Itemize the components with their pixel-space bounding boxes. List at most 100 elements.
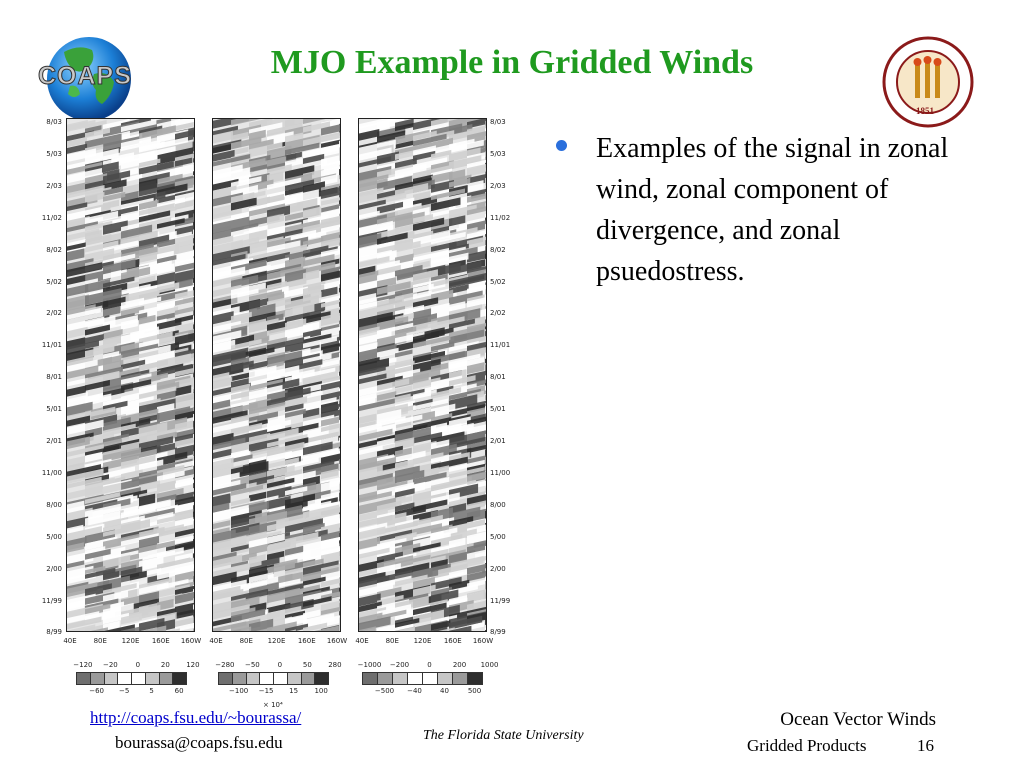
colorbar-bottom-label: −60 [89,687,105,695]
colorbar-swatch [103,672,119,685]
y-tick-label: 2/03 [490,181,506,190]
seal-year: 1851 [916,106,934,116]
pseudostress-panel [358,118,487,632]
colorbar-swatch [392,672,408,685]
y-tick-label: 11/99 [490,596,511,605]
colorbar-swatch [218,672,233,685]
colorbar-swatch [437,672,453,685]
colorbar-bottom-label: −100 [229,687,249,695]
y-tick-label: 5/03 [490,149,506,158]
x-tick-label: 120E [267,637,286,645]
colorbar-top-label: 120 [186,661,200,669]
x-tick-label: 160W [472,637,494,645]
colorbar-swatch [245,672,261,685]
y-tick-label: 2/01 [490,437,506,445]
zonal-wind-panel [66,118,195,632]
colorbar-swatch [362,672,378,685]
y-tick-label: 5/02 [490,277,506,286]
x-tick-label: 120E [121,637,140,645]
y-tick-label: 8/03 [46,118,62,126]
x-axis-2: 40E 80E 120E 160E 160W [209,637,347,647]
y-tick-label: 2/02 [490,309,506,318]
colorbar-swatch [172,672,187,685]
y-tick-label: 8/00 [46,500,62,509]
colorbar-bottom-label: −500 [374,687,395,695]
colorbar-bottom-label: −5 [118,687,130,695]
colorbar-bottom-label: 15 [289,687,299,695]
y-tick-label: 5/01 [490,405,506,414]
colorbar-swatch [231,672,247,685]
y-tick-label: 5/02 [46,277,62,286]
y-tick-label: 8/02 [490,245,506,254]
x-axis-1: 40E 80E 120E 160E 160W [63,637,201,647]
colorbar-top-label: 0 [135,661,141,669]
colorbar-top-label: 200 [452,661,467,669]
colorbar-swatch [377,672,393,685]
x-axis-3: 40E 80E 120E 160E 160W [355,637,493,647]
colorbar-top-label: −1000 [357,661,382,669]
y-tick-label: 2/01 [46,437,62,445]
colorbar-swatch [422,672,438,685]
x-tick-label: 120E [413,637,432,645]
x-tick-label: 160E [297,637,316,645]
colorbar-swatch [407,672,423,685]
colorbar-top-label: 0 [427,661,432,669]
y-tick-label: 2/03 [46,181,62,190]
zonal-wind-plot [67,119,194,631]
colorbar-swatch [117,672,132,685]
coaps-logo-text: COAPS [38,62,132,91]
y-tick-label: 11/02 [490,213,511,222]
y-tick-label: 8/00 [490,500,506,509]
colorbar-swatch [131,672,146,685]
colorbar-swatch [467,672,483,685]
colorbar-top-label: −200 [389,661,410,669]
colorbar-bottom-label: 500 [467,687,482,695]
footer-university: The Florida State University [423,728,584,743]
colorbar-bottom-label: 5 [149,687,154,695]
x-tick-label: 80E [93,637,107,645]
colorbar-top-label: 1000 [480,661,499,669]
footer-email: bourassa@coaps.fsu.edu [115,733,283,752]
footer-course-title: Ocean Vector Winds [780,709,936,730]
slide-title: MJO Example in Gridded Winds [270,44,754,81]
colorbar-bottom-label: 60 [174,687,184,695]
y-tick-label: 11/02 [41,213,62,222]
colorbar-swatch [286,672,302,685]
y-tick-label: 2/02 [46,309,62,318]
y-tick-label: 8/01 [46,373,62,382]
y-tick-label: 8/99 [490,628,506,637]
bullet-text: Examples of the signal in zonal wind, zo… [596,133,949,287]
footer-link[interactable]: http://coaps.fsu.edu/~bourassa/ [90,708,302,727]
y-tick-label: 2/00 [46,564,62,573]
y-tick-label: 11/99 [41,596,62,605]
divergence-panel [212,118,341,632]
colorbar-top-label: −280 [215,661,235,669]
colorbar-top-label: −50 [244,661,260,669]
colorbar-swatch [452,672,468,685]
x-tick-label: 80E [385,637,399,645]
colorbar-top-label: 0 [277,661,283,669]
y-tick-label: 11/00 [41,468,62,477]
y-tick-label: 8/02 [46,245,62,254]
colorbar-swatch [144,672,160,685]
colorbar-swatch [76,672,91,685]
footer-section: Gridded Products [747,736,867,755]
colorbar-top-label: 50 [302,661,312,669]
x-tick-label: 40E [355,637,369,645]
x-tick-label: 40E [63,637,77,645]
exponent-label: × 10⁴ [263,701,283,709]
fsu-seal: 1851 [882,36,974,128]
y-tick-label: 5/00 [46,532,62,541]
colorbar-swatch [273,672,288,685]
coaps-logo: COAPS [34,34,138,124]
y-tick-label: 11/01 [41,341,62,350]
x-tick-label: 160E [151,637,170,645]
colorbar-top-label: 280 [328,661,342,669]
pseudostress-plot [359,119,486,631]
y-tick-label: 11/00 [490,468,511,477]
bullet-dot-icon [556,140,567,151]
colorbar-bottom-label: −15 [258,687,274,695]
y-tick-label: 5/01 [46,405,62,414]
x-tick-label: 160W [180,637,202,645]
y-tick-label: 5/00 [490,532,506,541]
